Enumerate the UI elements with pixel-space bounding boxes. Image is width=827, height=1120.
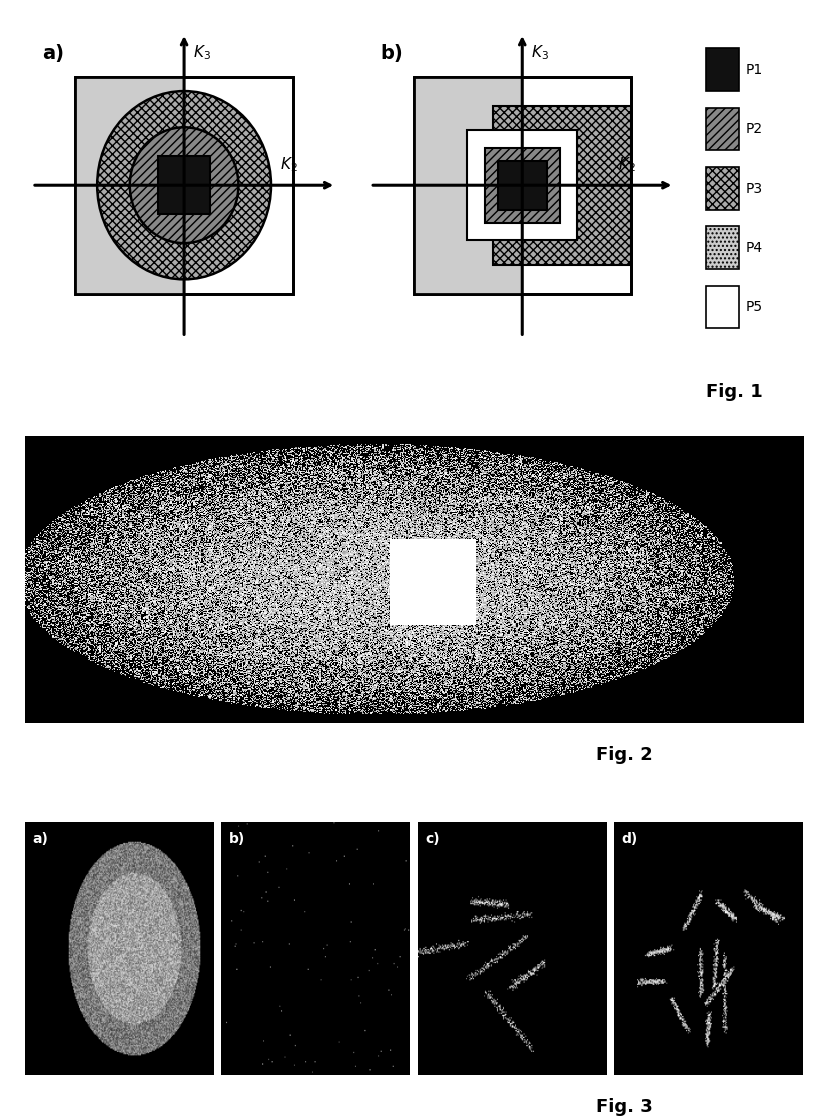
Text: Fig. 1: Fig. 1 — [705, 383, 762, 401]
Text: Fig. 3: Fig. 3 — [595, 1098, 653, 1116]
Bar — [158, 157, 210, 215]
Text: a): a) — [42, 44, 64, 63]
Bar — [705, 286, 738, 328]
Bar — [75, 77, 184, 295]
Text: a): a) — [32, 832, 48, 846]
Text: P2: P2 — [745, 122, 762, 137]
Text: $K_3$: $K_3$ — [530, 43, 548, 62]
Text: Fig. 2: Fig. 2 — [595, 746, 653, 764]
Text: b): b) — [380, 44, 403, 63]
Text: b): b) — [228, 832, 245, 846]
Text: P5: P5 — [745, 300, 762, 315]
Text: $K_2$: $K_2$ — [280, 156, 297, 174]
Bar — [414, 77, 522, 295]
Bar — [705, 49, 738, 92]
Bar — [75, 77, 293, 295]
Bar — [705, 226, 738, 269]
Bar — [414, 77, 630, 295]
Text: d): d) — [621, 832, 638, 846]
Text: $K_3$: $K_3$ — [193, 43, 210, 62]
Bar — [414, 77, 630, 295]
Ellipse shape — [97, 92, 270, 280]
Text: P4: P4 — [745, 241, 762, 255]
Bar — [705, 167, 738, 209]
Text: $K_2$: $K_2$ — [617, 156, 634, 174]
Text: P1: P1 — [745, 63, 762, 77]
Bar — [75, 77, 293, 295]
Bar — [493, 106, 630, 265]
Text: c): c) — [425, 832, 439, 846]
Ellipse shape — [130, 128, 238, 243]
Bar — [705, 109, 738, 151]
Bar — [484, 148, 559, 223]
Bar — [497, 161, 547, 211]
Bar — [466, 131, 576, 241]
Text: P3: P3 — [745, 181, 762, 196]
